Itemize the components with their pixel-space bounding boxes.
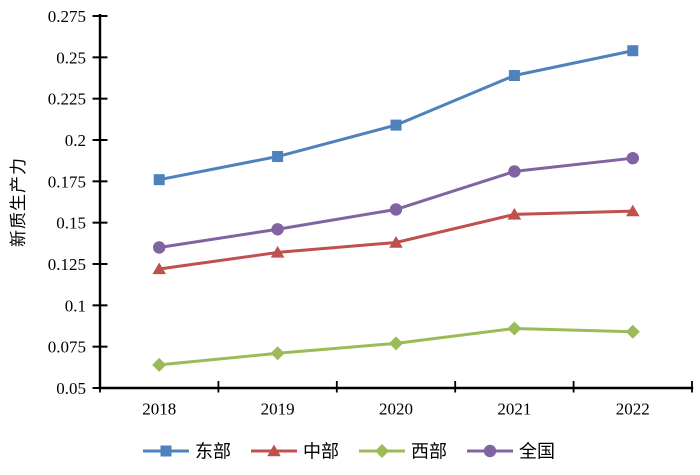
legend: 东部 中部 西部 全国 — [143, 442, 555, 462]
data-point-central — [507, 207, 522, 220]
legend-marker-circle-icon — [483, 444, 497, 458]
data-point-central — [389, 236, 403, 248]
data-point-central — [626, 204, 640, 217]
data-point-east — [272, 151, 284, 163]
y-tick-label: 0.125 — [48, 255, 86, 274]
y-tick-label: 0.1 — [65, 296, 86, 315]
data-point-west — [507, 321, 522, 336]
data-point-west — [152, 357, 167, 372]
series-central — [152, 204, 640, 275]
y-tick-label: 0.2 — [65, 131, 86, 150]
legend-item-east: 东部 — [143, 442, 231, 462]
legend-item-central: 中部 — [251, 442, 339, 462]
x-tick-label: 2018 — [142, 400, 176, 419]
legend-label-national: 全国 — [519, 442, 555, 462]
data-point-west — [389, 336, 403, 351]
legend-item-west: 西部 — [359, 442, 447, 462]
data-point-national — [389, 203, 403, 216]
data-point-national — [626, 151, 639, 165]
series-west — [152, 321, 640, 372]
data-point-east — [627, 45, 639, 57]
data-point-west — [270, 346, 285, 361]
y-tick-label: 0.225 — [48, 90, 86, 109]
legend-label-west: 西部 — [411, 442, 447, 462]
series-east — [153, 45, 639, 186]
series-line-national — [157, 156, 635, 249]
y-tick-label: 0.175 — [48, 172, 86, 191]
y-tick-label: 0.25 — [56, 48, 86, 67]
data-point-national — [508, 165, 521, 178]
series-national — [153, 151, 639, 254]
data-point-east — [153, 174, 165, 186]
legend-item-national: 全国 — [467, 442, 555, 462]
y-tick-label: 0.15 — [56, 214, 86, 233]
data-point-national — [153, 241, 166, 254]
x-tick-label: 2020 — [379, 400, 413, 419]
y-axis-title: 新质生产力 — [9, 157, 28, 247]
data-point-west — [625, 324, 640, 339]
x-tick-label: 2021 — [497, 400, 531, 419]
data-point-east — [390, 119, 402, 131]
legend-label-east: 东部 — [195, 442, 231, 462]
legend-marker-square-icon — [160, 445, 172, 457]
series-line-east — [157, 49, 635, 182]
legend-label-central: 中部 — [303, 442, 339, 462]
legend-marker-triangle-icon — [267, 444, 281, 457]
data-point-east — [508, 70, 520, 82]
y-tick-label: 0.075 — [48, 338, 86, 357]
data-point-central — [152, 262, 166, 275]
y-tick-label: 0.275 — [48, 7, 86, 26]
y-tick-label: 0.05 — [56, 379, 86, 398]
legend-marker-diamond-icon — [375, 444, 389, 458]
x-tick-label: 2019 — [261, 400, 295, 419]
data-point-central — [270, 245, 285, 258]
x-tick-label: 2022 — [616, 400, 650, 419]
data-point-national — [271, 223, 284, 236]
